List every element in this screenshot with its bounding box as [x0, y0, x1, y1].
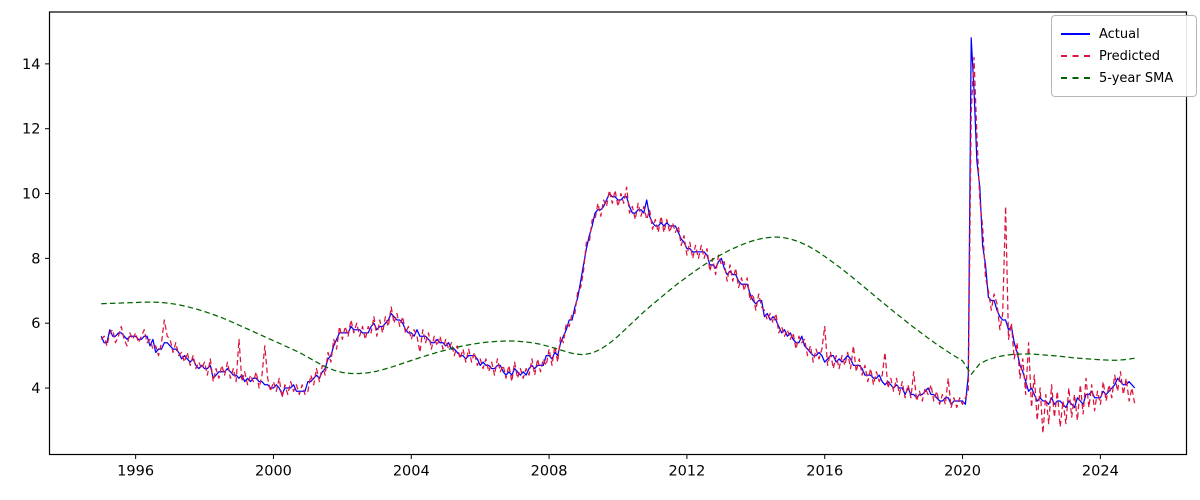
legend-line-sample-sma — [1061, 77, 1090, 79]
y-tick-label: 8 — [31, 251, 40, 267]
y-tick-label: 4 — [31, 381, 40, 397]
x-tick-label: 2016 — [806, 464, 843, 480]
legend-item-actual: Actual — [1061, 23, 1187, 45]
legend-item-sma: 5-year SMA — [1061, 67, 1187, 89]
x-tick-label: 1996 — [117, 464, 154, 480]
legend-line-sample-predicted — [1061, 55, 1090, 57]
actual-line — [100, 37, 1136, 409]
x-tick-label: 2008 — [531, 464, 568, 480]
predicted-line — [100, 56, 1136, 435]
y-tick-label: 6 — [31, 316, 40, 332]
legend-line-sample-actual — [1061, 33, 1090, 35]
plot-border — [48, 11, 1188, 456]
sma-line — [101, 236, 1135, 376]
x-tick-label: 2000 — [255, 464, 292, 480]
legend-label-actual: Actual — [1099, 26, 1140, 42]
legend: Actual Predicted 5-year SMA — [1051, 15, 1197, 97]
x-tick-label: 2012 — [668, 464, 705, 480]
legend-label-predicted: Predicted — [1099, 48, 1161, 64]
y-tick-label: 10 — [22, 187, 40, 203]
x-tick-label: 2004 — [393, 464, 430, 480]
y-tick-label: 14 — [22, 57, 40, 73]
x-tick-label: 2024 — [1082, 464, 1119, 480]
legend-item-predicted: Predicted — [1061, 45, 1187, 67]
x-tick-label: 2020 — [944, 464, 981, 480]
y-tick-label: 12 — [22, 122, 40, 138]
legend-label-sma: 5-year SMA — [1099, 70, 1174, 86]
